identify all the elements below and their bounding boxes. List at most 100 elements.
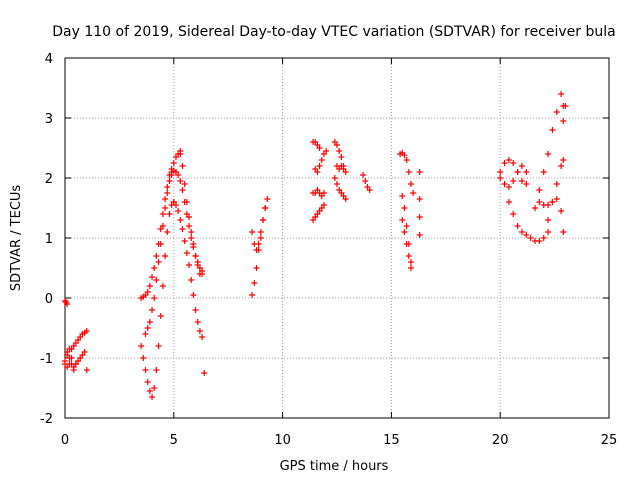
data-point xyxy=(175,208,182,214)
data-point xyxy=(366,187,373,193)
data-point xyxy=(260,217,267,223)
data-point xyxy=(81,349,88,355)
data-point xyxy=(177,178,184,184)
data-point xyxy=(407,265,414,271)
series-t8 xyxy=(310,187,327,199)
series-t25 xyxy=(560,103,567,235)
data-point xyxy=(514,223,521,229)
data-point xyxy=(342,196,349,202)
data-point xyxy=(336,148,343,154)
data-point xyxy=(405,253,412,259)
data-point xyxy=(199,268,206,274)
data-point xyxy=(70,367,77,373)
data-point xyxy=(560,103,567,109)
data-point xyxy=(151,385,158,391)
data-point xyxy=(518,229,525,235)
chart-title: Day 110 of 2019, Sidereal Day-to-day VTE… xyxy=(52,24,615,40)
data-point xyxy=(199,334,206,340)
data-point xyxy=(155,343,162,349)
data-point xyxy=(175,172,182,178)
data-point xyxy=(553,196,560,202)
data-point xyxy=(196,328,203,334)
series-t21 xyxy=(505,199,552,244)
data-point xyxy=(186,223,193,229)
data-point xyxy=(558,91,565,97)
axis-ticks xyxy=(64,57,610,419)
data-point xyxy=(181,199,188,205)
x-tick-label: 15 xyxy=(383,433,400,448)
y-axis-label: SDTVAR / TECUs xyxy=(9,185,24,292)
data-point xyxy=(257,229,264,235)
data-point xyxy=(188,235,195,241)
data-point xyxy=(151,295,158,301)
data-point xyxy=(505,157,512,163)
series-t18 xyxy=(416,169,423,238)
data-point xyxy=(164,184,171,190)
data-point xyxy=(186,262,193,268)
data-point xyxy=(560,118,567,124)
x-axis-label: GPS time / hours xyxy=(280,459,389,474)
data-point xyxy=(264,196,271,202)
data-point xyxy=(140,355,147,361)
data-point xyxy=(146,319,153,325)
data-point xyxy=(536,238,543,244)
series-t6 xyxy=(310,139,323,151)
data-point xyxy=(340,166,347,172)
data-point xyxy=(149,307,156,313)
data-point xyxy=(159,223,166,229)
data-point xyxy=(144,289,151,295)
data-point xyxy=(194,259,201,265)
data-point xyxy=(553,181,560,187)
data-point xyxy=(177,217,184,223)
data-point xyxy=(399,217,406,223)
data-point xyxy=(536,187,543,193)
data-point xyxy=(401,205,408,211)
data-point xyxy=(179,226,186,232)
data-point xyxy=(360,172,367,178)
data-point xyxy=(416,214,423,220)
data-point xyxy=(138,343,145,349)
data-point xyxy=(166,178,173,184)
data-point xyxy=(320,202,327,208)
data-point xyxy=(177,151,184,157)
data-point xyxy=(181,238,188,244)
data-point xyxy=(172,202,179,208)
data-point xyxy=(545,229,552,235)
data-point xyxy=(320,190,327,196)
data-point xyxy=(314,169,321,175)
data-point xyxy=(155,259,162,265)
data-point xyxy=(166,211,173,217)
data-point xyxy=(251,280,258,286)
data-point xyxy=(72,361,79,367)
data-point xyxy=(403,241,410,247)
data-point xyxy=(146,283,153,289)
data-point xyxy=(510,160,517,166)
data-point xyxy=(416,232,423,238)
y-tick-label: 4 xyxy=(45,52,53,67)
y-tick-label: -2 xyxy=(40,412,53,427)
data-point xyxy=(157,241,164,247)
data-point xyxy=(64,364,71,370)
data-point xyxy=(66,346,73,352)
data-point xyxy=(407,259,414,265)
data-point xyxy=(518,178,525,184)
data-point xyxy=(403,223,410,229)
series-t3-rise xyxy=(142,172,175,337)
data-point xyxy=(192,253,199,259)
data-point xyxy=(407,181,414,187)
axis-tick-labels: 0 5 10 15 20 25 -2 -1 0 1 2 3 4 xyxy=(40,52,617,448)
y-tick-label: 0 xyxy=(45,292,53,307)
data-point xyxy=(149,274,156,280)
data-point xyxy=(316,163,323,169)
data-point xyxy=(323,148,330,154)
data-point xyxy=(545,202,552,208)
series-t17 xyxy=(405,169,417,196)
data-point xyxy=(162,196,169,202)
data-point xyxy=(523,169,530,175)
data-point xyxy=(403,157,410,163)
series-t2-desc xyxy=(170,199,206,340)
data-point xyxy=(558,163,565,169)
data-point xyxy=(162,253,169,259)
series-t11 xyxy=(331,175,349,202)
